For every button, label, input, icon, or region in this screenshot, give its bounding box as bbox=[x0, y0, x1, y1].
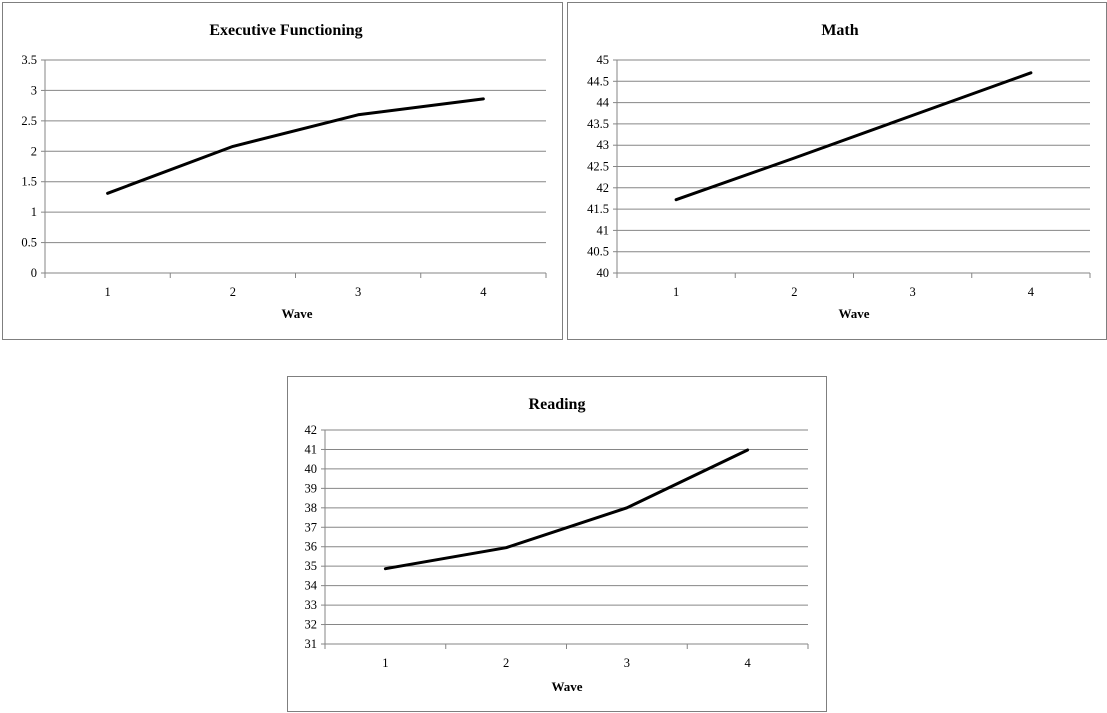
y-tick-label: 3 bbox=[31, 83, 37, 97]
x-tick-label: 1 bbox=[673, 285, 679, 299]
y-tick-label: 33 bbox=[305, 598, 318, 612]
x-tick-label: 3 bbox=[910, 285, 916, 299]
y-tick-label: 34 bbox=[305, 579, 318, 593]
y-tick-label: 35 bbox=[305, 559, 318, 573]
y-tick-label: 44.5 bbox=[587, 74, 609, 88]
y-tick-label: 32 bbox=[305, 618, 318, 632]
y-axis: 31 32 33 34 35 36 37 38 39 40 41 42 bbox=[305, 423, 325, 651]
chart-panel-math: Math Wave 40 40.5 41 41.5 42 42.5 43 43.5 44 44.5… bbox=[567, 2, 1107, 340]
y-tick-label: 42.5 bbox=[587, 160, 609, 174]
x-tick-label: 2 bbox=[503, 656, 509, 670]
y-axis: 0 0.5 1 1.5 2 2.5 3 3.5 bbox=[21, 53, 45, 280]
y-tick-label: 36 bbox=[305, 540, 318, 554]
x-tick-label: 1 bbox=[105, 285, 111, 299]
x-tick-label: 2 bbox=[230, 285, 236, 299]
chart-panel-executive-functioning: Executive Functioning Wave 0 0.5 1 1.5 2 2.5 3… bbox=[2, 2, 563, 340]
x-tick-label: 3 bbox=[624, 656, 630, 670]
math-chart: Math Wave 4040.54141.54242.54343.54444.5… bbox=[587, 22, 1091, 321]
gridlines bbox=[325, 429, 808, 645]
x-tick-label: 4 bbox=[745, 656, 752, 670]
gridlines bbox=[45, 59, 546, 274]
y-tick-label: 1.5 bbox=[21, 175, 37, 189]
chart-title: Math bbox=[821, 22, 858, 39]
x-tick-label: 3 bbox=[355, 285, 361, 299]
x-axis: 1 2 3 4 bbox=[324, 643, 809, 670]
y-tick-label: 38 bbox=[305, 501, 318, 515]
y-axis: 40 40.5 41 41.5 42 42.5 43 43.5 44 44.5 45 bbox=[587, 53, 617, 280]
y-tick-label: 37 bbox=[305, 520, 318, 534]
y-tick-label: 40 bbox=[597, 266, 610, 280]
x-axis-label: Wave bbox=[281, 306, 312, 321]
y-tick-label: 41 bbox=[305, 442, 318, 456]
series-line bbox=[674, 71, 1033, 202]
gridlines bbox=[617, 59, 1090, 274]
y-tick-label: 40.5 bbox=[587, 245, 609, 259]
y-tick-label: 2 bbox=[31, 144, 37, 158]
y-tick-label: 44 bbox=[597, 96, 610, 110]
y-tick-label: 42 bbox=[305, 423, 318, 437]
y-tick-label: 0 bbox=[31, 266, 37, 280]
y-tick-label: 2.5 bbox=[21, 114, 37, 128]
y-tick-label: 42 bbox=[597, 181, 610, 195]
x-axis-label: Wave bbox=[838, 306, 869, 321]
series-line bbox=[106, 97, 485, 195]
x-tick-label: 4 bbox=[1028, 285, 1035, 299]
x-tick-label: 2 bbox=[791, 285, 797, 299]
y-tick-label: 3.5 bbox=[21, 53, 37, 67]
y-tick-label: 1 bbox=[31, 205, 37, 219]
executive-functioning-chart: Executive Functioning Wave 0 0.5 1 1.5 2 2.5 3… bbox=[21, 22, 547, 321]
y-tick-label: 39 bbox=[305, 481, 318, 495]
y-tick-label: 45 bbox=[597, 53, 610, 67]
y-tick-label: 40 bbox=[305, 462, 318, 476]
y-tick-label: 0.5 bbox=[21, 236, 37, 250]
y-tick-label: 41.5 bbox=[587, 202, 609, 216]
x-tick-label: 1 bbox=[382, 656, 388, 670]
y-tick-label: 41 bbox=[597, 223, 610, 237]
x-axis: 1 2 3 4 bbox=[616, 272, 1091, 299]
x-axis: 1 2 3 4 bbox=[44, 272, 547, 299]
chart-title: Executive Functioning bbox=[209, 22, 362, 39]
y-tick-label: 43 bbox=[597, 138, 610, 152]
x-tick-label: 4 bbox=[480, 285, 487, 299]
x-axis-label: Wave bbox=[551, 679, 582, 694]
chart-title: Reading bbox=[529, 396, 586, 413]
y-tick-label: 31 bbox=[305, 637, 318, 651]
chart-panel-reading: Reading Wave 31 32 33 34 35 36 37 38 39 40 41 42 1 2 3… bbox=[287, 376, 827, 712]
y-tick-label: 43.5 bbox=[587, 117, 609, 131]
series-line bbox=[383, 448, 750, 571]
